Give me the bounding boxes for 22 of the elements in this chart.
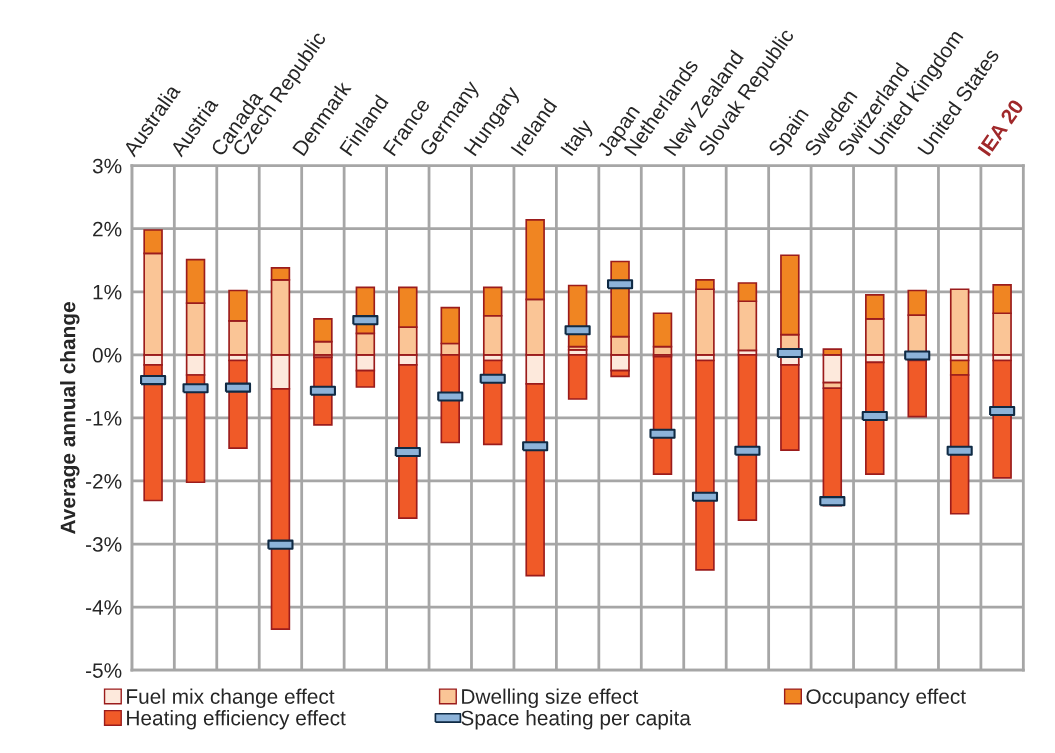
- y-tick-label: -1%: [86, 411, 122, 426]
- y-tick-label: 3%: [92, 158, 122, 174]
- y-tick-label: 0%: [92, 347, 122, 363]
- legend-label: Heating efficiency effect: [127, 710, 346, 730]
- y-tick-label: -2%: [86, 473, 122, 489]
- y-axis-title: Average annual change: [60, 302, 80, 534]
- y-tick-label: -3%: [86, 537, 122, 552]
- legend-label: Dwelling size effect: [462, 688, 639, 709]
- legend-label: Fuel mix change effect: [127, 688, 335, 709]
- bar: [695, 359, 715, 571]
- legend-label: Space heating per capita: [461, 710, 691, 730]
- bar: [907, 359, 927, 418]
- bar: [992, 359, 1012, 479]
- legend-label: Occupancy effect: [806, 688, 966, 709]
- x-tick-label: IEA 20: [977, 98, 1025, 157]
- y-tick-label: 2%: [93, 221, 122, 237]
- y-tick-label: -4%: [86, 600, 122, 615]
- bar: [567, 354, 588, 400]
- bar: [737, 354, 758, 521]
- y-tick-label: -5%: [86, 663, 122, 678]
- bar: [949, 288, 970, 356]
- y-tick-label: 1%: [93, 284, 122, 300]
